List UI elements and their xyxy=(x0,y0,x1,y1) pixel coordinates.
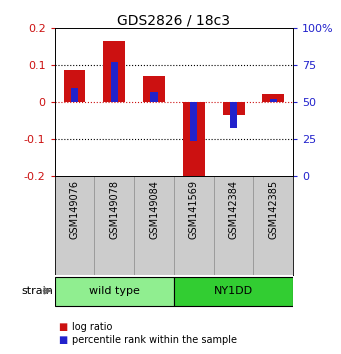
Bar xyxy=(263,94,284,102)
Text: log ratio: log ratio xyxy=(72,322,112,332)
Bar xyxy=(230,102,237,127)
Bar xyxy=(103,41,125,102)
Bar xyxy=(150,92,158,102)
Bar xyxy=(63,70,85,102)
Text: GSM141569: GSM141569 xyxy=(189,180,199,239)
Bar xyxy=(183,102,205,182)
Bar xyxy=(55,277,174,306)
Text: strain: strain xyxy=(22,286,54,296)
Text: GSM142384: GSM142384 xyxy=(228,180,239,239)
Text: GSM149084: GSM149084 xyxy=(149,180,159,239)
Bar xyxy=(174,277,293,306)
Bar xyxy=(143,76,165,102)
Title: GDS2826 / 18c3: GDS2826 / 18c3 xyxy=(117,13,231,27)
Text: NY1DD: NY1DD xyxy=(214,286,253,296)
Text: GSM149078: GSM149078 xyxy=(109,180,119,239)
Bar xyxy=(71,87,78,102)
Bar xyxy=(190,102,197,141)
Bar xyxy=(223,102,244,115)
Bar xyxy=(110,62,118,102)
Text: ■: ■ xyxy=(58,322,67,332)
Text: wild type: wild type xyxy=(89,286,140,296)
Text: ■: ■ xyxy=(58,335,67,345)
Text: GSM149076: GSM149076 xyxy=(70,180,79,239)
Text: GSM142385: GSM142385 xyxy=(268,180,278,239)
Bar xyxy=(270,99,277,102)
Text: percentile rank within the sample: percentile rank within the sample xyxy=(72,335,237,345)
